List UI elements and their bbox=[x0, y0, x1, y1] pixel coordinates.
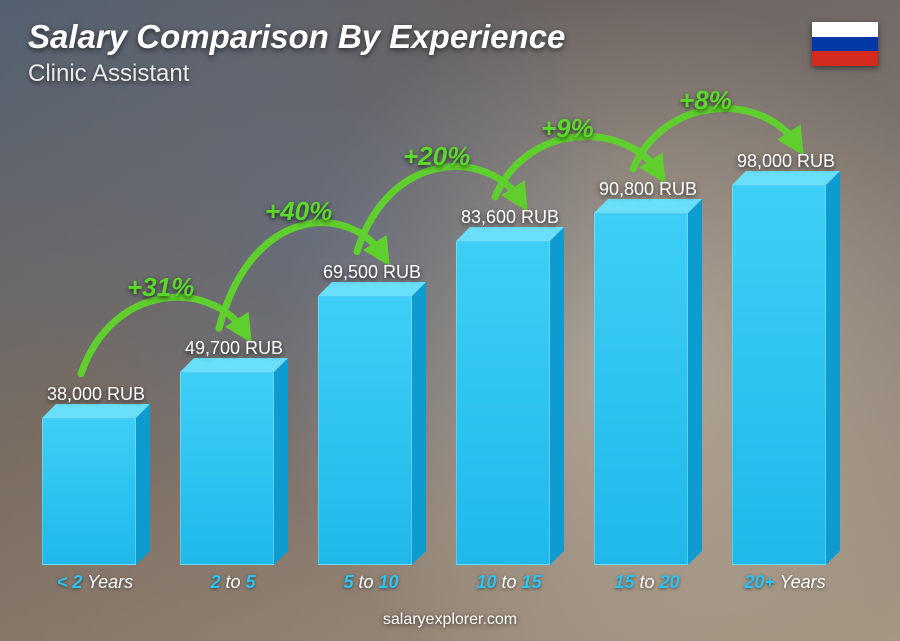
bar-front bbox=[732, 185, 826, 565]
bar-front bbox=[42, 418, 136, 565]
bar-side bbox=[688, 199, 702, 565]
bar-category-label: 20+ Years bbox=[720, 572, 850, 593]
bar-category-label: < 2 Years bbox=[30, 572, 160, 593]
bar-side bbox=[274, 358, 288, 565]
bar-category-label: 10 to 15 bbox=[444, 572, 574, 593]
bar bbox=[456, 241, 550, 565]
bar-value-label: 69,500 RUB bbox=[297, 262, 447, 283]
flag-stripe-1 bbox=[812, 37, 878, 52]
bar-front bbox=[594, 213, 688, 565]
footer-attribution: salaryexplorer.com bbox=[0, 611, 900, 629]
bar-top bbox=[318, 282, 426, 296]
bar-front bbox=[180, 372, 274, 565]
bar-front bbox=[318, 296, 412, 565]
flag-russia bbox=[812, 22, 878, 66]
increase-pct-label: +9% bbox=[541, 113, 594, 144]
increase-pct-label: +20% bbox=[403, 141, 470, 172]
bar bbox=[180, 372, 274, 565]
bar bbox=[594, 213, 688, 565]
bar-value-label: 90,800 RUB bbox=[573, 179, 723, 200]
bar-top bbox=[732, 171, 840, 185]
increase-pct-label: +31% bbox=[127, 272, 194, 303]
bar-top bbox=[594, 199, 702, 213]
increase-pct-label: +8% bbox=[679, 85, 732, 116]
bar bbox=[318, 296, 412, 565]
page-title: Salary Comparison By Experience bbox=[28, 18, 565, 56]
bar-side bbox=[550, 227, 564, 565]
bar-value-label: 83,600 RUB bbox=[435, 207, 585, 228]
salary-bar-chart: < 2 Years38,000 RUB2 to 549,700 RUB5 to … bbox=[30, 73, 860, 593]
flag-stripe-2 bbox=[812, 51, 878, 66]
bar bbox=[732, 185, 826, 565]
increase-pct-label: +40% bbox=[265, 196, 332, 227]
bar-top bbox=[456, 227, 564, 241]
bar-category-label: 5 to 10 bbox=[306, 572, 436, 593]
bar-top bbox=[180, 358, 288, 372]
bar-value-label: 38,000 RUB bbox=[21, 384, 171, 405]
bar-side bbox=[136, 404, 150, 565]
flag-stripe-0 bbox=[812, 22, 878, 37]
bar-front bbox=[456, 241, 550, 565]
bar-category-label: 2 to 5 bbox=[168, 572, 298, 593]
bar-side bbox=[826, 171, 840, 565]
bar bbox=[42, 418, 136, 565]
bar-value-label: 98,000 RUB bbox=[711, 151, 861, 172]
bar-top bbox=[42, 404, 150, 418]
bar-category-label: 15 to 20 bbox=[582, 572, 712, 593]
bar-side bbox=[412, 282, 426, 565]
bar-value-label: 49,700 RUB bbox=[159, 338, 309, 359]
